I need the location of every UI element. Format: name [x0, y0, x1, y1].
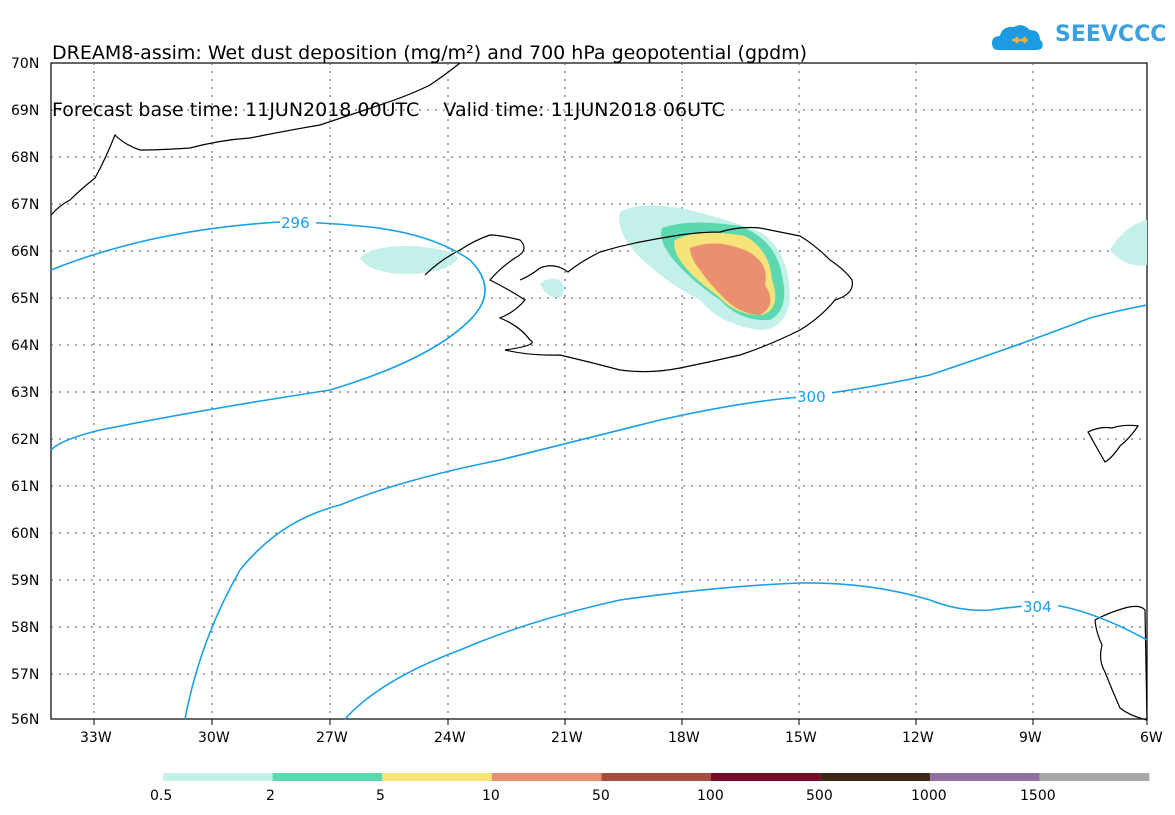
dust-area-east-edge [1110, 220, 1147, 266]
map-title: DREAM8-assim: Wet dust deposition (mg/m²… [52, 6, 807, 139]
lat-label: 56N [11, 712, 39, 728]
legend-color-swatch [382, 773, 492, 781]
lat-label: 61N [11, 479, 39, 495]
scotland-coast [1094, 605, 1148, 721]
legend-label: 0.5 [150, 788, 172, 804]
contour-label-304: 304 [1023, 598, 1052, 616]
map-frame [50, 62, 1148, 720]
latitude-labels: 70N 69N 68N 67N 66N 65N 64N 63N 62N 61N … [11, 56, 39, 728]
meridian-gridlines [93, 63, 1034, 719]
legend-color-swatch [272, 773, 383, 781]
lat-label: 58N [11, 620, 39, 636]
legend-color-swatch [491, 773, 602, 781]
greenland-coast [50, 62, 461, 216]
legend-color-swatch [930, 773, 1040, 781]
legend-label: 500 [806, 788, 833, 804]
legend-labels: 0.5 2 5 10 50 100 500 1000 1500 [150, 788, 1056, 804]
faroe-coast [1087, 424, 1140, 463]
legend-color-swatch [711, 773, 821, 781]
lat-label: 68N [11, 150, 39, 166]
lon-label: 9W [1019, 730, 1042, 746]
legend-color-swatch [820, 773, 931, 781]
lon-label: 27W [316, 730, 348, 746]
legend-label: 10 [482, 788, 500, 804]
lat-label: 65N [11, 291, 39, 307]
lat-label: 66N [11, 244, 39, 260]
coastlines [50, 62, 1148, 721]
legend-label: 5 [376, 788, 385, 804]
parallel-gridlines [51, 109, 1147, 675]
lat-label: 57N [11, 667, 39, 683]
lon-label: 12W [902, 730, 934, 746]
dust-area-small [540, 278, 564, 298]
contour-300 [184, 304, 1148, 720]
legend-color-swatch [163, 773, 273, 781]
logo-text: SEEVCCC [1055, 22, 1167, 47]
contour-labels: 296 300 304 [280, 213, 1058, 616]
lon-label: 33W [80, 730, 112, 746]
lon-label: 18W [668, 730, 700, 746]
cloud-logo-icon [992, 25, 1043, 50]
lat-label: 62N [11, 432, 39, 448]
contour-296 [50, 221, 486, 451]
title-line-2: Forecast base time: 11JUN2018 00UTC Vali… [52, 99, 725, 121]
contour-label-296: 296 [281, 214, 310, 232]
lon-label: 6W [1140, 730, 1163, 746]
lat-label: 69N [11, 103, 39, 119]
lon-label: 21W [551, 730, 583, 746]
legend-label: 1000 [911, 788, 947, 804]
lon-label: 15W [785, 730, 817, 746]
color-legend [163, 773, 1150, 781]
dust-deposition-field [360, 205, 1147, 330]
legend-color-swatch [1039, 773, 1150, 781]
contour-label-300: 300 [797, 388, 826, 406]
lat-label: 63N [11, 385, 39, 401]
axis-ticks [93, 719, 1148, 725]
lat-label: 67N [11, 197, 39, 213]
lat-label: 60N [11, 526, 39, 542]
lon-label: 30W [198, 730, 230, 746]
iceland-coast [424, 226, 853, 373]
lat-label: 70N [11, 56, 39, 72]
lon-label: 24W [434, 730, 466, 746]
legend-label: 2 [266, 788, 275, 804]
title-line-1: DREAM8-assim: Wet dust deposition (mg/m²… [52, 42, 808, 64]
legend-label: 100 [697, 788, 724, 804]
lat-label: 64N [11, 338, 39, 354]
lat-label: 59N [11, 573, 39, 589]
legend-color-swatch [601, 773, 711, 781]
legend-label: 1500 [1020, 788, 1056, 804]
dust-area-10 [690, 243, 771, 315]
legend-label: 50 [592, 788, 610, 804]
geopotential-contours [50, 221, 1148, 720]
longitude-labels: 33W 30W 27W 24W 21W 18W 15W 12W 9W 6W [80, 730, 1163, 746]
